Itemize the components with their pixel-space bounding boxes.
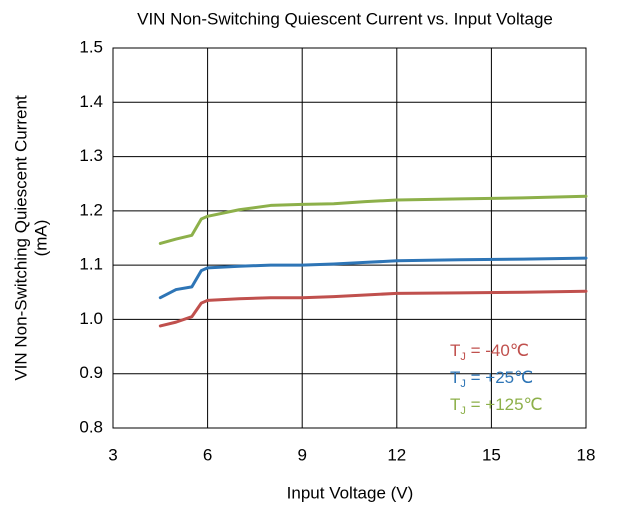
x-tick-label: 9 — [297, 445, 306, 464]
plot-frame — [112, 47, 587, 429]
y-tick-label: 1.0 — [79, 309, 103, 328]
y-tick-label: 1.5 — [79, 37, 103, 56]
y-tick-label: 1.4 — [79, 92, 103, 111]
x-axis-label: Input Voltage (V) — [287, 483, 414, 502]
y-tick-label: 0.9 — [79, 363, 103, 382]
y-tick-label: 0.8 — [79, 417, 103, 436]
series-line — [158, 194, 588, 245]
y-axis-label: (mA) — [31, 220, 50, 257]
y-tick-label: 1.2 — [79, 200, 103, 219]
chart-title: VIN Non-Switching Quiescent Current vs. … — [137, 9, 553, 28]
y-axis-label: VIN Non-Switching Quiescent Current — [11, 95, 30, 381]
x-tick-label: 6 — [203, 445, 212, 464]
legend-entry: TJ = +25℃ — [450, 368, 533, 389]
x-tick-label: 18 — [577, 445, 596, 464]
x-tick-label: 15 — [482, 445, 501, 464]
legend-entry: TJ = -40℃ — [450, 341, 529, 362]
y-tick-label: 1.1 — [79, 255, 103, 274]
x-tick-label: 3 — [108, 445, 117, 464]
legend-entry: TJ = +125℃ — [450, 395, 543, 416]
x-tick-label: 12 — [387, 445, 406, 464]
series-line — [158, 289, 588, 328]
y-tick-label: 1.3 — [79, 146, 103, 165]
series-line — [158, 256, 588, 300]
